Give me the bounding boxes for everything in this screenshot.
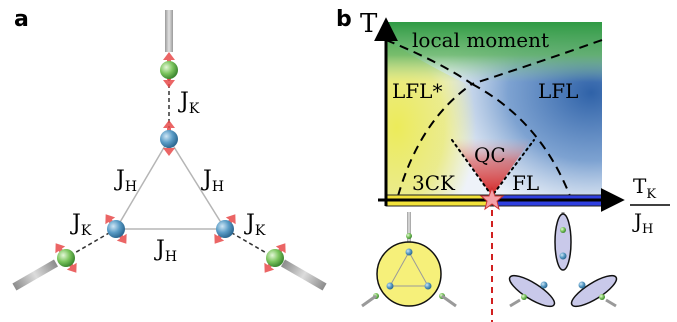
critical-point-star (479, 186, 505, 211)
crossover-lfl (471, 83, 571, 197)
svg-text:TK: TK (633, 174, 656, 202)
label-jh-bottom: JH (154, 237, 177, 265)
top-lead (165, 10, 173, 52)
label-lfl: LFL (538, 79, 578, 103)
label-qc: QC (474, 143, 506, 167)
panel-b: b T TK JH loc (336, 7, 670, 322)
region-qc (452, 138, 532, 196)
impurity-site-left (107, 220, 125, 238)
bond-right (168, 138, 226, 230)
impurity-site-right (216, 220, 234, 238)
label-jk-right: JK (244, 211, 266, 239)
label-jk-top: JK (178, 89, 200, 117)
bond-kondo-left (65, 228, 117, 259)
conduction-site-left (57, 249, 75, 267)
inset-fl (508, 212, 618, 308)
right-lead (281, 259, 327, 291)
left-lead (12, 259, 58, 291)
label-jk-left: JK (70, 211, 92, 239)
bond-kondo-right (224, 228, 276, 259)
svg-text:JH: JH (632, 209, 653, 237)
y-axis-label: T (360, 9, 378, 39)
label-local-moment: local moment (412, 28, 549, 52)
label-fl: FL (512, 171, 539, 195)
label-jh-right: JH (201, 167, 224, 195)
panel-a-label: a (14, 7, 29, 32)
crossover-lfl-star (397, 83, 473, 197)
conduction-site-top (160, 61, 178, 79)
phase-regions (386, 22, 602, 199)
impurity-site-top (160, 130, 178, 148)
x-axis-label: TK JH (630, 174, 670, 237)
panel-a: a (12, 7, 327, 291)
conduction-site-right (266, 249, 284, 267)
inset-3ck (361, 212, 457, 308)
label-lfl-star: LFL* (392, 79, 442, 103)
label-jh-left: JH (114, 167, 137, 195)
label-3ck: 3CK (412, 171, 456, 195)
panel-b-label: b (336, 7, 352, 32)
bond-left (115, 138, 170, 230)
